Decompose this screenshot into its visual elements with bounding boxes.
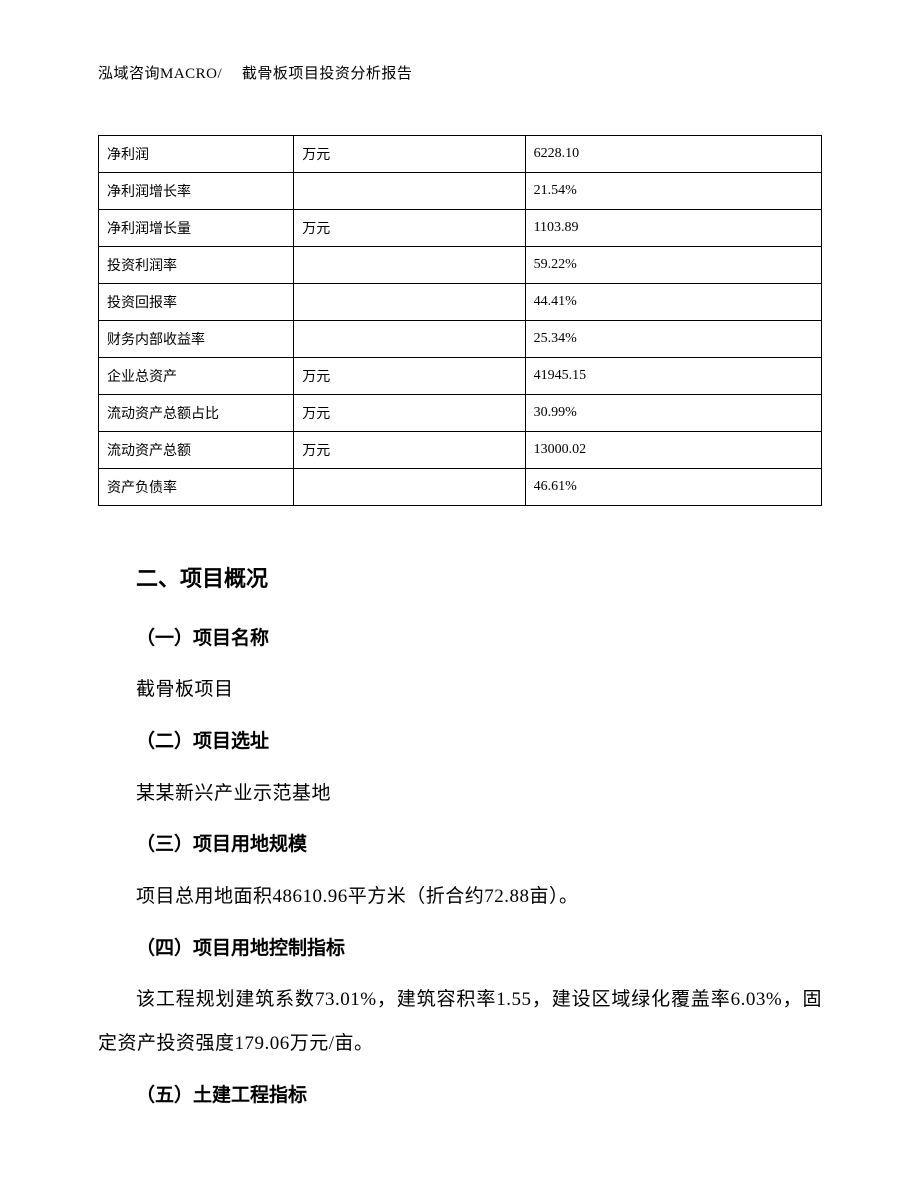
table-row: 净利润增长率 21.54% [99,173,822,210]
cell-unit [294,173,525,210]
cell-value: 21.54% [525,173,821,210]
table-row: 净利润 万元 6228.10 [99,136,822,173]
page-header: 泓域咨询MACRO/ 截骨板项目投资分析报告 [98,62,412,83]
table-row: 财务内部收益率 25.34% [99,321,822,358]
cell-value: 25.34% [525,321,821,358]
paragraph-site: 某某新兴产业示范基地 [98,772,822,816]
table-row: 资产负债率 46.61% [99,469,822,506]
header-text: 泓域咨询MACRO/ 截骨板项目投资分析报告 [98,66,412,82]
paragraph-land-scale: 项目总用地面积48610.96平方米（折合约72.88亩）。 [98,875,822,919]
cell-value: 59.22% [525,247,821,284]
cell-value: 13000.02 [525,432,821,469]
cell-label: 流动资产总额占比 [99,395,294,432]
section-title: 二、项目概况 [136,554,822,605]
cell-unit: 万元 [294,395,525,432]
subsection-title-1: （一）项目名称 [136,617,822,661]
paragraph-project-name: 截骨板项目 [98,668,822,712]
cell-value: 6228.10 [525,136,821,173]
subsection-title-5: （五）土建工程指标 [136,1074,822,1118]
cell-label: 净利润 [99,136,294,173]
body-text: 二、项目概况 （一）项目名称 截骨板项目 （二）项目选址 某某新兴产业示范基地 … [98,554,822,1117]
main-content: 净利润 万元 6228.10 净利润增长率 21.54% 净利润增长量 万元 1… [98,135,822,1125]
cell-value: 41945.15 [525,358,821,395]
table-row: 投资回报率 44.41% [99,284,822,321]
cell-label: 企业总资产 [99,358,294,395]
subsection-title-2: （二）项目选址 [136,720,822,764]
subsection-title-3: （三）项目用地规模 [136,823,822,867]
table-row: 流动资产总额 万元 13000.02 [99,432,822,469]
cell-unit: 万元 [294,358,525,395]
cell-label: 流动资产总额 [99,432,294,469]
cell-unit [294,321,525,358]
subsection-title-4: （四）项目用地控制指标 [136,927,822,971]
paragraph-land-index: 该工程规划建筑系数73.01%，建筑容积率1.55，建设区域绿化覆盖率6.03%… [98,978,822,1065]
cell-label: 净利润增长率 [99,173,294,210]
cell-unit [294,284,525,321]
cell-label: 资产负债率 [99,469,294,506]
metrics-table: 净利润 万元 6228.10 净利润增长率 21.54% 净利润增长量 万元 1… [98,135,822,506]
table-row: 企业总资产 万元 41945.15 [99,358,822,395]
cell-label: 财务内部收益率 [99,321,294,358]
cell-value: 46.61% [525,469,821,506]
cell-unit: 万元 [294,136,525,173]
cell-unit: 万元 [294,210,525,247]
cell-unit: 万元 [294,432,525,469]
cell-unit [294,469,525,506]
cell-unit [294,247,525,284]
table-row: 流动资产总额占比 万元 30.99% [99,395,822,432]
table-row: 投资利润率 59.22% [99,247,822,284]
cell-value: 44.41% [525,284,821,321]
cell-value: 30.99% [525,395,821,432]
cell-label: 投资回报率 [99,284,294,321]
cell-label: 投资利润率 [99,247,294,284]
table-row: 净利润增长量 万元 1103.89 [99,210,822,247]
cell-label: 净利润增长量 [99,210,294,247]
cell-value: 1103.89 [525,210,821,247]
